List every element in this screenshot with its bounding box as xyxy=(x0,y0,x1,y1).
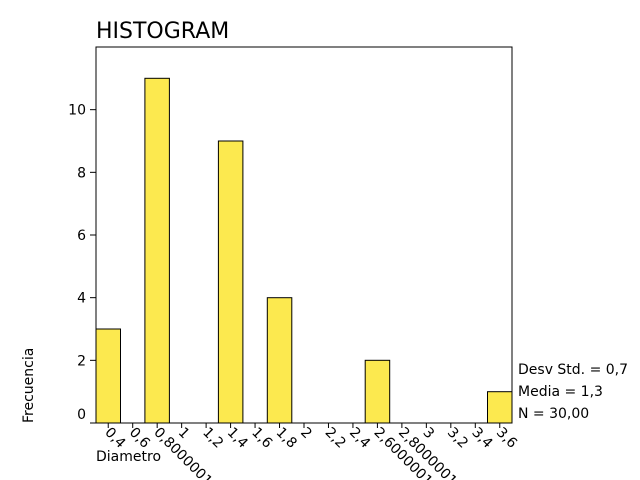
x-tick-label: 1,4 xyxy=(224,425,251,452)
y-tick-label: 8 xyxy=(77,165,86,181)
y-tick-label: 2 xyxy=(77,353,86,369)
y-axis-title: Frecuencia xyxy=(21,348,37,423)
x-tick-label: 1,2 xyxy=(199,425,226,452)
y-tick-label: 10 xyxy=(68,103,86,119)
x-axis-title: Diametro xyxy=(96,449,161,465)
y-axis: 0 2 4 6 8 10 xyxy=(68,103,96,424)
y-tick-label: 0 xyxy=(77,407,86,423)
y-tick-label: 4 xyxy=(77,291,86,307)
x-tick-label: 1,6 xyxy=(248,425,275,452)
histogram-bar xyxy=(487,391,513,424)
x-tick-label: 0,4 xyxy=(101,425,128,452)
histogram-bar xyxy=(217,140,244,424)
bars-group xyxy=(95,77,513,424)
y-tick-label: 6 xyxy=(77,228,86,244)
x-tick-label: 3,2 xyxy=(444,425,471,452)
histogram-bar xyxy=(95,328,121,424)
x-tick-label: 0,6 xyxy=(126,425,153,452)
x-tick-label: 2,2 xyxy=(322,425,349,452)
chart-title: HISTOGRAM xyxy=(96,19,229,44)
stat-line: Desv Std. = 0,7 xyxy=(518,362,628,378)
histogram-bar xyxy=(266,297,293,424)
x-tick-label: 3,4 xyxy=(468,425,495,452)
stats-box: Desv Std. = 0,7 Media = 1,3 N = 30,00 xyxy=(518,362,628,422)
histogram-bar xyxy=(144,77,170,424)
x-tick-label: 3,6 xyxy=(493,425,520,452)
stat-line: N = 30,00 xyxy=(518,406,589,422)
histogram-bar xyxy=(364,359,391,424)
x-tick-label: 1,8 xyxy=(273,425,300,452)
x-tick-label: 2,4 xyxy=(346,425,373,452)
stat-line: Media = 1,3 xyxy=(518,384,603,400)
